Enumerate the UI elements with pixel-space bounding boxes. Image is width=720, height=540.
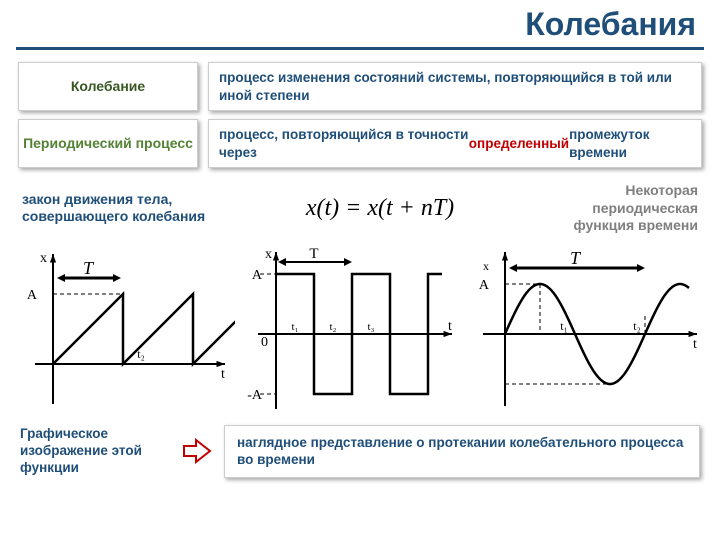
sine-chart: T Ax t t₁ t₂ — [465, 244, 705, 414]
svg-text:A: A — [479, 278, 490, 293]
svg-text:t₁: t₁ — [292, 321, 299, 333]
bottom-row: Графическое изображение этой функции наг… — [20, 425, 700, 478]
svg-text:T: T — [83, 258, 95, 278]
title-underline — [16, 47, 704, 50]
equation-right-label: Некоторая периодическая функция времени — [538, 182, 698, 235]
square-chart: T A -A x t 0 t₁ t₂ t₃ — [240, 244, 460, 414]
charts-row: T Ax t t₂ T A -A x t 0 t₁ t₂ t₃ T Ax t t₁ t₂ — [12, 243, 708, 415]
svg-text:-A: -A — [247, 388, 263, 403]
svg-text:t₃: t₃ — [368, 321, 375, 333]
definition-term: Колебание — [18, 62, 198, 111]
bottom-left-label: Графическое изображение этой функции — [20, 426, 170, 477]
equation-formula: x(t) = x(t + nT) — [236, 195, 524, 222]
svg-text:A: A — [252, 268, 263, 283]
definition-row: Колебание процесс изменения состояний си… — [18, 62, 702, 111]
svg-text:T: T — [570, 248, 582, 268]
svg-text:A: A — [27, 288, 38, 303]
svg-text:t₂: t₂ — [634, 319, 642, 333]
equation-row: закон движения тела, совершающего колеба… — [22, 182, 698, 235]
definition-desc: процесс изменения состояний системы, пов… — [208, 62, 702, 111]
definition-term: Периодический процесс — [18, 119, 198, 168]
definition-row: Периодический процесс процесс, повторяющ… — [18, 119, 702, 168]
svg-text:x: x — [265, 247, 272, 262]
bottom-desc: наглядное представление о протекании кол… — [224, 425, 700, 478]
svg-text:t: t — [448, 319, 452, 334]
svg-text:t₂: t₂ — [330, 321, 337, 333]
svg-text:T: T — [309, 246, 318, 262]
svg-text:x: x — [483, 259, 489, 273]
svg-text:t: t — [221, 367, 225, 382]
svg-text:t₁: t₁ — [561, 319, 569, 333]
svg-text:x: x — [40, 251, 47, 266]
svg-text:t: t — [693, 337, 697, 352]
arrow-icon — [182, 438, 212, 464]
definition-desc: процесс, повторяющийся в точности через … — [208, 119, 702, 168]
svg-text:t₂: t₂ — [137, 347, 145, 361]
equation-left-label: закон движения тела, совершающего колеба… — [22, 191, 222, 226]
page-title: Колебания — [0, 0, 720, 47]
definitions-block: Колебание процесс изменения состояний си… — [18, 62, 702, 168]
svg-text:0: 0 — [261, 335, 268, 350]
sawtooth-chart: T Ax t t₂ — [15, 244, 235, 414]
